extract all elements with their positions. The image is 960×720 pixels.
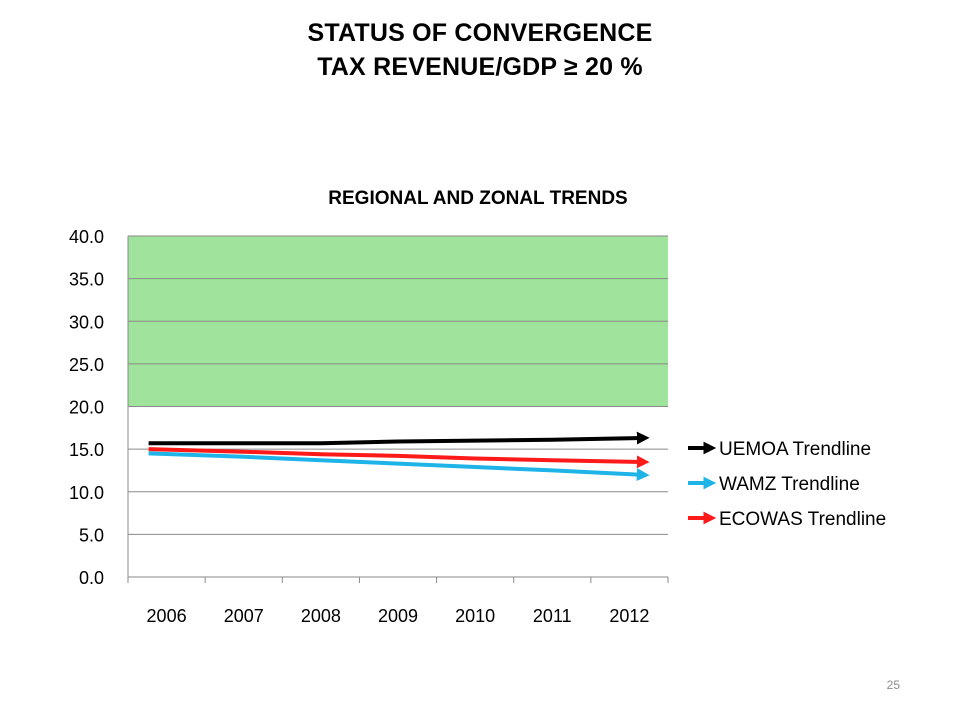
y-tick-label: 25.0 [69,355,104,375]
y-tick-label: 40.0 [69,227,104,247]
legend-label: WAMZ Trendline [719,474,860,495]
y-tick-label: 20.0 [69,398,104,418]
legend-label: ECOWAS Trendline [719,509,886,530]
x-tick-label: 2008 [301,606,341,626]
x-tick-label: 2012 [609,606,649,626]
y-tick-label: 15.0 [69,440,104,460]
chart-title: REGIONAL AND ZONAL TRENDS [328,188,627,209]
slide-title-line-1: STATUS OF CONVERGENCE [307,19,653,47]
slide-title: STATUS OF CONVERGENCE TAX REVENUE/GDP ≥ … [0,16,960,84]
y-tick-label: 35.0 [69,270,104,290]
y-tick-label: 30.0 [69,312,104,332]
legend-label: UEMOA Trendline [719,439,871,460]
slide-title-line-2: TAX REVENUE/GDP ≥ 20 % [317,53,643,81]
x-tick-label: 2006 [147,606,187,626]
y-tick-label: 10.0 [69,483,104,503]
x-tick-label: 2010 [455,606,495,626]
x-tick-label: 2009 [378,606,418,626]
y-tick-label: 0.0 [79,568,104,588]
x-tick-label: 2007 [224,606,264,626]
page-number: 25 [886,678,900,692]
series-line [148,431,650,446]
series-line [148,447,650,469]
series-line [148,451,650,481]
y-tick-label: 5.0 [79,525,104,545]
x-tick-label: 2011 [533,606,572,626]
